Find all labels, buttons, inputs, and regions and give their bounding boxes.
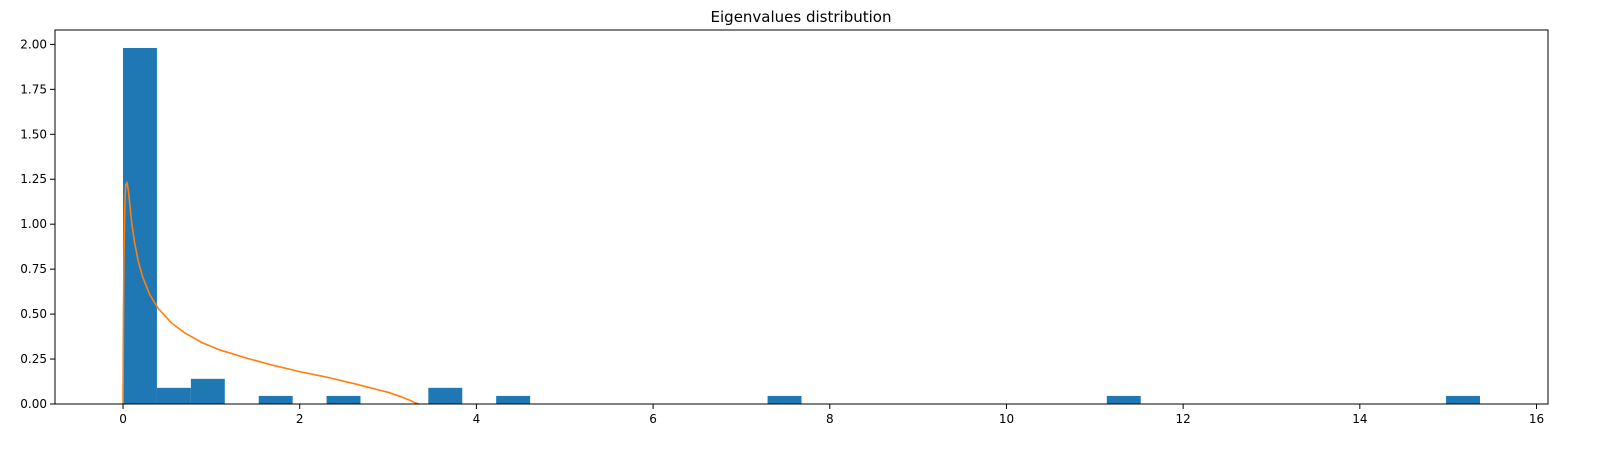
histogram-bar	[496, 395, 531, 404]
bars-layer	[123, 47, 1480, 404]
x-tick-label: 0	[119, 412, 127, 426]
axes-layer: 0 2 4 6 8 10 12 14 16 0.00 0.25 0.50 0.75 1.00 1.25 1.5…	[20, 29, 1549, 426]
y-tick-label: 2.00	[20, 37, 47, 51]
chart-title: Eigenvalues distribution	[711, 8, 892, 26]
histogram-bar	[258, 395, 293, 404]
x-tick-label: 14	[1352, 412, 1367, 426]
x-tick-label: 2	[296, 412, 304, 426]
y-tick-label: 1.00	[20, 217, 47, 231]
y-tick-label: 1.50	[20, 127, 47, 141]
x-tick-label: 10	[999, 412, 1014, 426]
y-tick-label: 0.00	[20, 397, 47, 411]
y-tick-label: 0.25	[20, 352, 47, 366]
x-tick-label: 16	[1529, 412, 1544, 426]
histogram-bar	[1106, 395, 1141, 404]
y-tick-label: 1.25	[20, 172, 47, 186]
histogram-bar	[1446, 395, 1480, 404]
density-curve	[122, 180, 420, 405]
histogram-bar	[767, 395, 802, 404]
histogram-bar	[190, 378, 225, 404]
x-tick-label: 4	[473, 412, 481, 426]
histogram-bar	[156, 387, 191, 404]
histogram-bar	[428, 387, 463, 404]
x-tick-label: 8	[826, 412, 834, 426]
x-tick-label: 6	[649, 412, 657, 426]
plot-frame	[54, 29, 1549, 405]
y-tick-label: 0.75	[20, 262, 47, 276]
histogram-bar	[326, 395, 361, 404]
curve-layer	[122, 180, 420, 405]
y-tick-label: 1.75	[20, 82, 47, 96]
x-tick-label: 12	[1176, 412, 1191, 426]
histogram-bar	[123, 47, 157, 404]
y-tick-label: 0.50	[20, 307, 47, 321]
